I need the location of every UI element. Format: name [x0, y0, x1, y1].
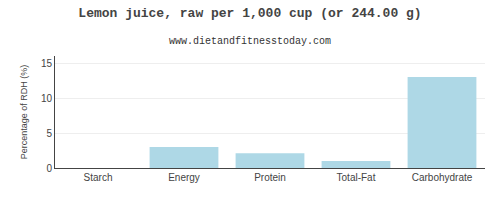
svg-text:10: 10 [41, 93, 53, 104]
svg-text:Starch: Starch [84, 172, 113, 183]
svg-text:Percentage of RDH (%): Percentage of RDH (%) [19, 65, 29, 160]
svg-text:15: 15 [41, 58, 53, 69]
svg-text:Lemon juice, raw per 1,000 cup: Lemon juice, raw per 1,000 cup (or 244.0… [78, 6, 421, 21]
svg-text:Protein: Protein [254, 172, 286, 183]
svg-text:Carbohydrate: Carbohydrate [412, 172, 473, 183]
svg-text:5: 5 [46, 128, 52, 139]
svg-text:Total-Fat: Total-Fat [337, 172, 376, 183]
svg-text:www.dietandfitnesstoday.com: www.dietandfitnesstoday.com [169, 36, 331, 47]
svg-text:0: 0 [46, 163, 52, 174]
svg-text:Energy: Energy [168, 172, 200, 183]
